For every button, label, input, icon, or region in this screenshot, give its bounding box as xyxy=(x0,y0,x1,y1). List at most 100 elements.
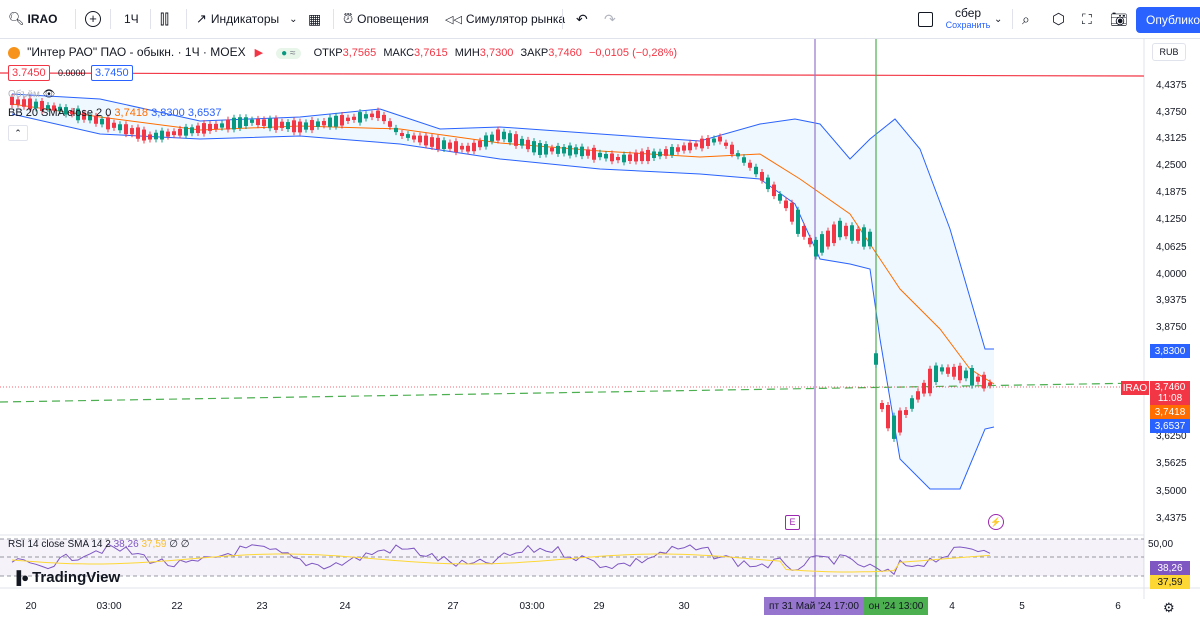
candle-body xyxy=(808,237,812,245)
price-tick: 3,5625 xyxy=(1156,458,1187,469)
candle-body xyxy=(910,398,914,409)
symbol-legend[interactable]: "Интер РАО" ПАО - обыкн. · 1Ч · MOEX ▶ ●… xyxy=(8,45,677,60)
eye-off-icon[interactable]: 👁︎ xyxy=(42,89,56,100)
candle-body xyxy=(826,230,830,247)
templates-button[interactable]: ▦ xyxy=(308,0,321,38)
replay-button[interactable]: ◁◁ Симулятор рынка xyxy=(445,0,565,38)
indicators-button[interactable]: ↗ Индикаторы ⌄ xyxy=(196,0,298,38)
chart-type-button[interactable]: ⫿⫿ xyxy=(160,0,169,38)
candle-body xyxy=(658,151,662,157)
candle-body xyxy=(724,142,728,146)
candle-body xyxy=(820,234,824,253)
time-tick: 6 xyxy=(1115,601,1121,612)
layout-name-button[interactable]: сбер Сохранить xyxy=(946,0,991,38)
price-tick: 4,0625 xyxy=(1156,242,1187,253)
candle-body xyxy=(118,124,122,131)
collapse-legend-button[interactable]: ⌃ xyxy=(8,125,28,141)
symbol-search-button[interactable]: 🔍︎ IRAO xyxy=(8,0,58,38)
volume-legend[interactable]: Объём 👁︎ xyxy=(8,89,56,100)
fullscreen-icon: ⛶ xyxy=(1082,10,1092,27)
candle-body xyxy=(346,117,350,121)
undo-button[interactable]: ↶ xyxy=(576,0,588,38)
price-tick: 4,3750 xyxy=(1156,107,1187,118)
sell-button[interactable]: 3.7450 xyxy=(8,65,50,81)
layout-button[interactable] xyxy=(918,0,933,38)
interval-button[interactable]: 1Ч xyxy=(124,12,139,26)
candle-body xyxy=(22,99,26,107)
price-tick: 4,3125 xyxy=(1156,133,1187,144)
snapshot-button[interactable]: 📷︎ xyxy=(1110,0,1128,38)
candle-body xyxy=(502,131,506,140)
candle-body xyxy=(622,154,626,163)
candle-body xyxy=(460,145,464,150)
status-toggle[interactable]: ● ≈ xyxy=(276,48,301,59)
time-tick: 5 xyxy=(1019,601,1025,612)
chevron-up-icon: ⌃ xyxy=(14,128,22,138)
candle-body xyxy=(868,231,872,247)
candle-body xyxy=(958,365,962,381)
rsi-empty-2: ∅ xyxy=(180,539,190,550)
candle-body xyxy=(760,172,764,181)
candle-body xyxy=(844,225,848,237)
gear-icon: ⚙︎ xyxy=(1163,600,1175,615)
candle-body xyxy=(244,117,248,127)
tradingview-logo[interactable]: ▐● TradingView xyxy=(12,569,121,586)
price-tick: 4,2500 xyxy=(1156,160,1187,171)
candle-body xyxy=(454,141,458,153)
ohlc-low: МИН3,7300 xyxy=(454,47,514,59)
candle-body xyxy=(232,117,236,130)
candle-body xyxy=(472,142,476,152)
dividend-marker-icon[interactable]: ⚡ xyxy=(988,514,1004,530)
candle-body xyxy=(520,138,524,146)
candle-body xyxy=(196,125,200,134)
compare-button[interactable]: + xyxy=(85,0,101,38)
candle-body xyxy=(688,142,692,151)
candle-body xyxy=(778,193,782,201)
publish-button[interactable]: Опубликов xyxy=(1136,7,1200,33)
currency-button[interactable]: RUB xyxy=(1152,43,1186,61)
camera-icon: 📷︎ xyxy=(1110,10,1128,27)
horizontal-line-drawing[interactable] xyxy=(0,72,1145,77)
candle-body xyxy=(274,118,278,130)
alerts-button[interactable]: ⏰︎ Оповещения xyxy=(343,0,429,38)
candle-body xyxy=(394,127,398,133)
candle-body xyxy=(238,117,242,128)
candle-body xyxy=(28,98,32,110)
candle-body xyxy=(304,122,308,130)
price-chart[interactable] xyxy=(0,39,1200,628)
candle-body xyxy=(670,146,674,156)
bb-upper-value: 3,8300 xyxy=(151,107,185,119)
candle-body xyxy=(976,376,980,382)
candle-body xyxy=(922,382,926,394)
scale-settings-button[interactable]: ⚙︎ xyxy=(1163,600,1175,616)
redo-button[interactable]: ↷ xyxy=(604,0,616,38)
candle-body xyxy=(400,132,404,137)
candle-body xyxy=(436,137,440,150)
plus-circle-icon: + xyxy=(85,11,101,27)
candle-body xyxy=(700,138,704,149)
bb-lower-line xyxy=(11,113,995,490)
cursor-date-2: он '24 13:00 xyxy=(864,597,928,615)
candle-body xyxy=(718,136,722,142)
settings-button[interactable]: ⬡ xyxy=(1052,0,1065,38)
bb-legend[interactable]: BB 20 SMA close 2 0 3,7418 3,8300 3,6537 xyxy=(8,107,222,119)
layout-menu-button[interactable]: ⌄ xyxy=(994,0,1002,38)
chart-area[interactable]: "Интер РАО" ПАО - обыкн. · 1Ч · MOEX ▶ ●… xyxy=(0,39,1200,628)
fullscreen-button[interactable]: ⛶ xyxy=(1082,0,1092,38)
candle-body xyxy=(148,134,152,140)
candle-body xyxy=(406,134,410,138)
trend-line-drawing[interactable] xyxy=(0,382,1145,403)
rsi-legend[interactable]: RSI 14 close SMA 14 2 38,26 37,59 ∅ ∅ xyxy=(8,539,189,550)
quick-search-button[interactable]: ⌕ xyxy=(1022,0,1030,38)
candle-body xyxy=(772,184,776,197)
earnings-marker[interactable]: E xyxy=(785,515,800,530)
candle-body xyxy=(52,105,56,111)
buy-button[interactable]: 3.7450 xyxy=(91,65,133,81)
time-tick: 4 xyxy=(949,601,955,612)
candle-body xyxy=(418,135,422,143)
bb-label: BB 20 SMA close 2 0 xyxy=(8,107,112,119)
candle-body xyxy=(220,123,224,128)
candle-body xyxy=(814,239,818,257)
candle-body xyxy=(550,147,554,152)
candle-body xyxy=(610,153,614,162)
